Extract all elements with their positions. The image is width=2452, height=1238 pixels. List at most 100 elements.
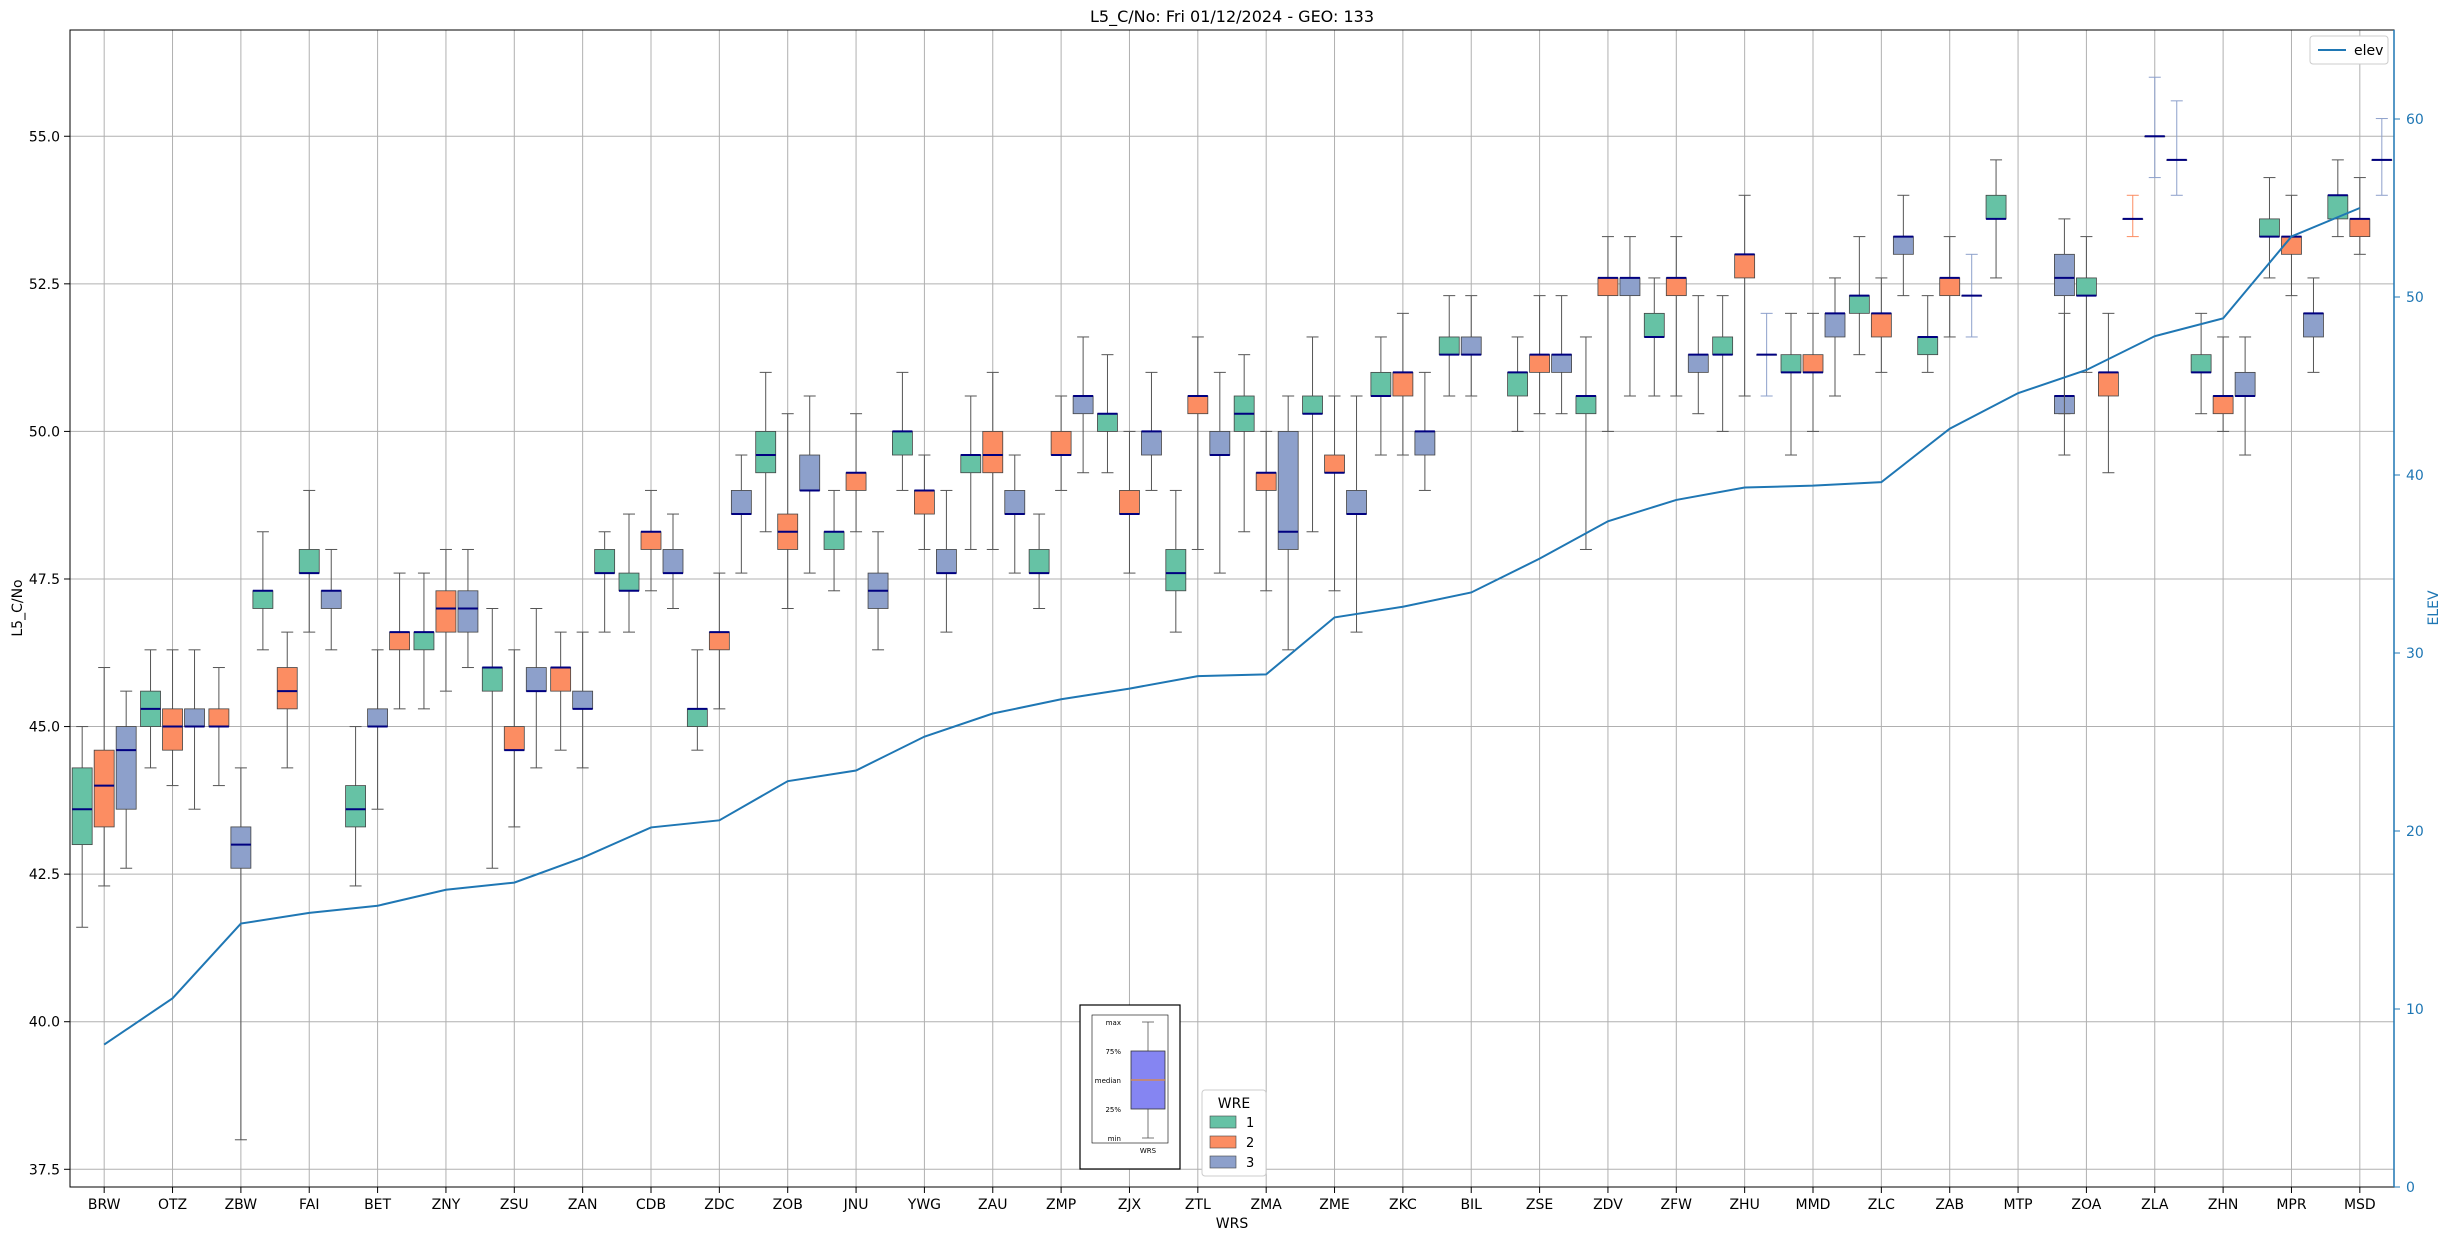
x-tick-label: ZME: [1319, 1197, 1350, 1213]
legend-item-label: 1: [1246, 1116, 1254, 1131]
box: [2303, 312, 2324, 338]
box-plot: [367, 649, 388, 810]
legend-swatch: [1209, 1115, 1237, 1129]
box-plot: [1507, 336, 1528, 432]
box: [2234, 371, 2256, 397]
box: [184, 708, 205, 727]
y2-tick-label: 20: [2406, 824, 2424, 840]
box-plot: [413, 572, 435, 710]
box: [503, 726, 525, 751]
plot-frame: [69, 29, 2395, 1188]
box-plot: [320, 548, 342, 651]
box-plot: [982, 371, 1004, 550]
y2-tick-label: 40: [2406, 468, 2424, 484]
x-tick-label: ZOA: [2071, 1197, 2101, 1213]
elev-line: [103, 207, 2361, 1046]
y2-tick-label: 0: [2406, 1180, 2415, 1196]
box-plot: [867, 531, 889, 651]
x-tick-label: ZAB: [1935, 1197, 1964, 1213]
legend-item-label: 2: [1246, 1136, 1254, 1151]
box: [389, 631, 410, 651]
box: [1392, 371, 1414, 397]
box-plot: [2144, 76, 2166, 179]
box: [230, 826, 252, 869]
y-tick-label: 45.0: [29, 720, 60, 736]
legends: elev WRE 1 2 3 max 75% median 25% min WRS: [1079, 35, 2389, 1177]
x-axis-label: WRS: [1216, 1216, 1249, 1232]
y-tick-label: 55.0: [29, 129, 60, 145]
box: [914, 490, 935, 515]
box-plot: [1917, 295, 1939, 373]
box: [1892, 236, 1914, 255]
box-plot: [777, 413, 799, 609]
x-tick-label: ZDC: [704, 1197, 734, 1213]
box-plot: [2098, 312, 2119, 474]
box-plot: [550, 631, 572, 751]
key-label: max: [1106, 1019, 1121, 1027]
key-label: min: [1108, 1135, 1121, 1143]
x-tick-label: JNU: [843, 1197, 869, 1213]
legend-swatch: [1209, 1155, 1237, 1169]
box: [1277, 431, 1299, 550]
box: [481, 667, 503, 692]
x-tick-label: MMD: [1796, 1197, 1831, 1213]
box-plot: [252, 531, 274, 651]
box-plot: [1233, 354, 1255, 533]
box: [845, 472, 867, 491]
box: [1917, 336, 1939, 356]
box-plot: [1848, 236, 1870, 356]
x-tick-label: BRW: [88, 1197, 121, 1213]
box-plot: [572, 631, 594, 769]
legend-title: WRE: [1218, 1096, 1250, 1112]
box: [1370, 371, 1392, 397]
key-axis-label: WRS: [1140, 1147, 1157, 1155]
box-plot: [208, 667, 230, 787]
box: [1687, 354, 1709, 373]
box-plot: [71, 726, 93, 928]
box-plot: [2259, 177, 2280, 279]
box: [755, 431, 777, 474]
box-plot: [2076, 236, 2097, 373]
box-plot: [2327, 159, 2349, 238]
box-plot: [1004, 454, 1026, 574]
box-plot: [1892, 194, 1914, 297]
box: [2098, 371, 2119, 397]
box-plot: [823, 489, 845, 592]
box: [2054, 253, 2075, 297]
x-tick-label: MPR: [2276, 1197, 2307, 1213]
box-plot: [1097, 354, 1118, 474]
box-plots: [71, 76, 2393, 1141]
box: [1187, 395, 1209, 415]
box-plot: [1028, 513, 1050, 609]
box: [1165, 549, 1187, 592]
box: [1643, 312, 1665, 338]
box-plot: [435, 548, 457, 692]
box-plot: [730, 454, 752, 574]
x-tick-label: ZBW: [225, 1197, 258, 1213]
box: [345, 785, 366, 828]
box: [1848, 295, 1870, 314]
box-plot: [1824, 277, 1846, 397]
box-plot: [1575, 336, 1597, 550]
box-plot: [2166, 100, 2188, 196]
box: [823, 531, 845, 550]
box-plot: [1438, 295, 1460, 397]
box: [1460, 336, 1482, 356]
box: [892, 431, 913, 456]
x-tick-label: ZSE: [1526, 1197, 1553, 1213]
box: [2327, 194, 2349, 220]
y2-tick-label: 60: [2406, 112, 2424, 128]
legend-swatch: [1209, 1135, 1237, 1149]
box-plot: [640, 489, 662, 592]
box: [686, 708, 708, 727]
box-plot: [594, 531, 616, 633]
box-plot: [1870, 277, 1892, 373]
box-plot: [2122, 194, 2144, 238]
box-plot: [1687, 295, 1709, 415]
box: [730, 490, 752, 515]
legend-item-label: 3: [1246, 1156, 1254, 1171]
y2-axis-label: ELEV: [2426, 590, 2442, 625]
box-plot: [892, 371, 913, 491]
box-plot: [276, 631, 298, 769]
box-plot: [1985, 159, 2007, 279]
